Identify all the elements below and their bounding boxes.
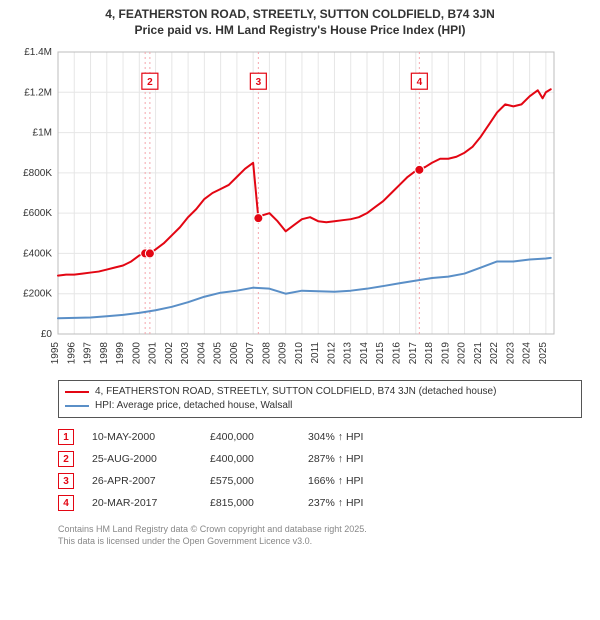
svg-text:2001: 2001 (148, 342, 159, 365)
event-number: 4 (58, 495, 74, 511)
event-date: 25-AUG-2000 (92, 453, 192, 465)
svg-text:1995: 1995 (50, 342, 61, 365)
chart-title: 4, FEATHERSTON ROAD, STREETLY, SUTTON CO… (8, 6, 592, 38)
event-hpi: 287% ↑ HPI (308, 453, 582, 465)
svg-text:2024: 2024 (522, 342, 533, 365)
event-hpi: 304% ↑ HPI (308, 431, 582, 443)
svg-text:2002: 2002 (164, 342, 175, 365)
event-date: 10-MAY-2000 (92, 431, 192, 443)
svg-text:2014: 2014 (359, 342, 370, 365)
svg-text:2013: 2013 (343, 342, 354, 365)
price-chart: £0 £200K £400K £600K £800K £1M £1.2M £1.4M 1995 1… (8, 44, 568, 374)
legend-item: 4, FEATHERSTON ROAD, STREETLY, SUTTON CO… (65, 385, 575, 399)
svg-text:£1M: £1M (33, 128, 52, 139)
chart-area: £0 £200K £400K £600K £800K £1M £1.2M £1.4M 1995 1… (8, 44, 592, 374)
event-row: 1 10-MAY-2000 £400,000 304% ↑ HPI (58, 426, 582, 448)
svg-text:1999: 1999 (115, 342, 126, 365)
svg-text:2021: 2021 (473, 342, 484, 365)
svg-text:2003: 2003 (180, 342, 191, 365)
svg-text:2008: 2008 (261, 342, 272, 365)
event-hpi: 237% ↑ HPI (308, 497, 582, 509)
legend-label: 4, FEATHERSTON ROAD, STREETLY, SUTTON CO… (95, 385, 496, 399)
svg-text:2000: 2000 (131, 342, 142, 365)
legend-label: HPI: Average price, detached house, Wals… (95, 399, 292, 413)
events-table: 1 10-MAY-2000 £400,000 304% ↑ HPI 2 25-AUG-20… (58, 426, 582, 514)
svg-text:2020: 2020 (457, 342, 468, 365)
svg-text:£200K: £200K (23, 289, 52, 300)
event-number: 1 (58, 429, 74, 445)
footer-attribution: Contains HM Land Registry data © Crown c… (58, 524, 582, 547)
event-row: 3 26-APR-2007 £575,000 166% ↑ HPI (58, 470, 582, 492)
event-number: 2 (58, 451, 74, 467)
svg-text:2018: 2018 (424, 342, 435, 365)
svg-text:£0: £0 (41, 329, 53, 340)
event-date: 20-MAR-2017 (92, 497, 192, 509)
svg-text:1998: 1998 (99, 342, 110, 365)
svg-text:2025: 2025 (538, 342, 549, 365)
event-price: £815,000 (210, 497, 290, 509)
svg-text:2004: 2004 (196, 342, 207, 365)
svg-text:2015: 2015 (375, 342, 386, 365)
svg-text:£800K: £800K (23, 168, 52, 179)
svg-text:£400K: £400K (23, 249, 52, 260)
event-row: 2 25-AUG-2000 £400,000 287% ↑ HPI (58, 448, 582, 470)
event-date: 26-APR-2007 (92, 475, 192, 487)
svg-text:2: 2 (147, 78, 153, 89)
footer-line-1: Contains HM Land Registry data © Crown c… (58, 524, 582, 536)
svg-text:4: 4 (417, 78, 423, 89)
svg-text:2005: 2005 (213, 342, 224, 365)
legend-item: HPI: Average price, detached house, Wals… (65, 399, 575, 413)
event-number: 3 (58, 473, 74, 489)
svg-text:2022: 2022 (489, 342, 500, 365)
svg-text:2007: 2007 (245, 342, 256, 365)
event-row: 4 20-MAR-2017 £815,000 237% ↑ HPI (58, 492, 582, 514)
svg-text:2019: 2019 (440, 342, 451, 365)
svg-text:3: 3 (256, 78, 262, 89)
svg-text:2006: 2006 (229, 342, 240, 365)
svg-text:1996: 1996 (66, 342, 77, 365)
event-price: £575,000 (210, 475, 290, 487)
footer-line-2: This data is licensed under the Open Gov… (58, 536, 582, 548)
svg-text:£1.2M: £1.2M (24, 88, 52, 99)
legend: 4, FEATHERSTON ROAD, STREETLY, SUTTON CO… (58, 380, 582, 418)
svg-text:2017: 2017 (408, 342, 419, 365)
event-price: £400,000 (210, 431, 290, 443)
svg-text:2011: 2011 (310, 342, 321, 364)
event-hpi: 166% ↑ HPI (308, 475, 582, 487)
title-line-1: 4, FEATHERSTON ROAD, STREETLY, SUTTON CO… (8, 6, 592, 22)
legend-swatch (65, 391, 89, 393)
svg-text:2012: 2012 (326, 342, 337, 365)
title-line-2: Price paid vs. HM Land Registry's House … (8, 22, 592, 38)
svg-text:2016: 2016 (392, 342, 403, 365)
svg-text:1997: 1997 (83, 342, 94, 365)
svg-text:2010: 2010 (294, 342, 305, 365)
svg-text:£600K: £600K (23, 209, 52, 220)
svg-text:2023: 2023 (505, 342, 516, 365)
svg-text:£1.4M: £1.4M (24, 47, 52, 58)
event-price: £400,000 (210, 453, 290, 465)
svg-text:2009: 2009 (278, 342, 289, 365)
legend-swatch (65, 405, 89, 407)
